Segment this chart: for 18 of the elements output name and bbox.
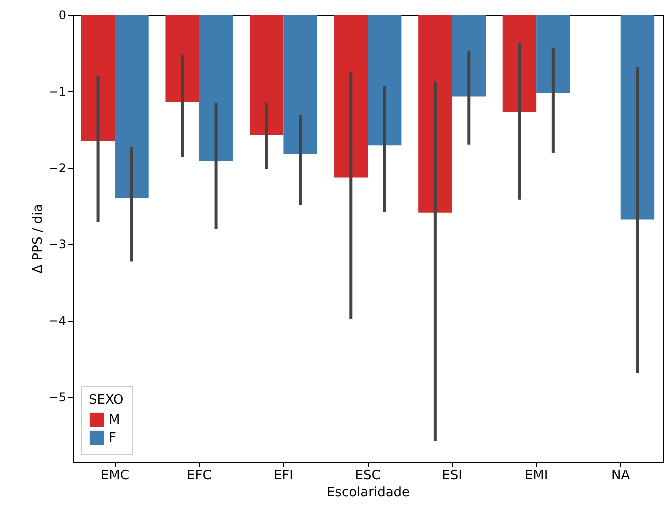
- x-tick-label: ESI: [442, 468, 462, 484]
- y-tick-label: −3: [48, 238, 66, 252]
- y-tick-label: −2: [48, 161, 66, 176]
- y-tick-label: −4: [48, 314, 66, 328]
- x-tick-label: EFI: [274, 468, 294, 484]
- y-tick-label: −5: [48, 390, 66, 405]
- x-axis-title: Escolaridade: [326, 486, 410, 500]
- x-tick-label: NA: [612, 468, 630, 484]
- y-tick-label: 0: [58, 8, 66, 22]
- legend-title: SEXO: [89, 393, 124, 408]
- x-tick-label: ESC: [355, 468, 381, 484]
- y-axis-title: Δ PPS / dia: [30, 204, 46, 274]
- legend-label: F: [109, 431, 116, 446]
- legend-label: M: [109, 413, 120, 428]
- x-tick-label: EFC: [187, 468, 212, 484]
- y-tick-label: −1: [48, 84, 66, 99]
- x-tick-label: EMI: [524, 468, 548, 484]
- x-tick-label: EMC: [100, 468, 130, 484]
